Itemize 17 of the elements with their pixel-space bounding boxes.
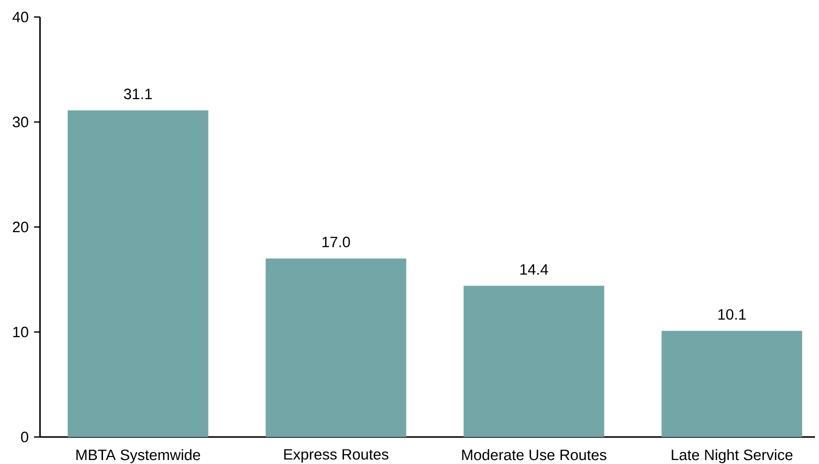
bar: [464, 286, 604, 437]
y-tick-label: 30: [12, 116, 28, 128]
data-label: 10.1: [718, 309, 746, 320]
bar: [266, 258, 406, 437]
bar: [68, 110, 208, 437]
y-tick-label: 20: [12, 222, 28, 232]
y-tick-label: 0: [21, 432, 28, 442]
x-tick-label: Late Night Service: [672, 449, 792, 464]
x-tick-label: Express Routes: [284, 449, 388, 463]
bar: [662, 330, 802, 437]
y-tick-label: 10: [13, 326, 28, 338]
data-label: 31.1: [124, 88, 152, 100]
data-label: 17.0: [322, 236, 350, 248]
x-tick-label: MBTA Systemwide: [76, 449, 200, 464]
data-label: 14.4: [520, 264, 548, 275]
x-tick-label: Moderate Use Routes: [462, 449, 606, 460]
y-tick-label: 40: [12, 12, 28, 22]
